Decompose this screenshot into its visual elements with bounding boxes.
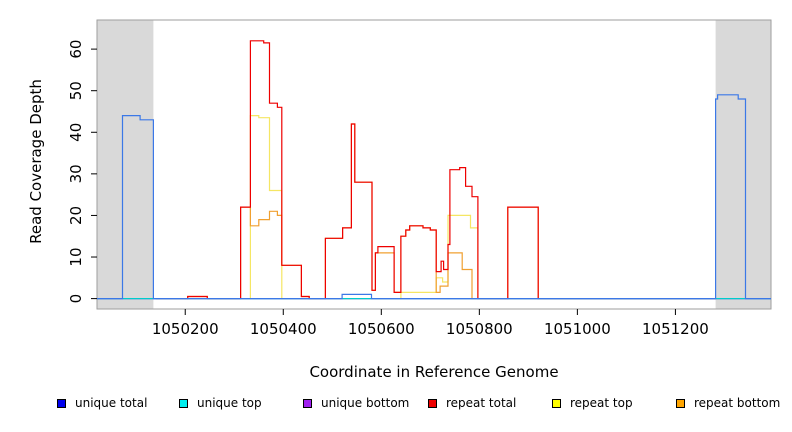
y-tick-label-2: 20 (67, 206, 85, 225)
y-tick-label-4: 40 (67, 123, 85, 142)
legend-swatch (57, 398, 66, 408)
x-tick-label-5: 1051200 (642, 320, 709, 338)
legend-label: unique total (75, 396, 148, 410)
y-tick-label-5: 50 (67, 81, 85, 100)
legend-item-repeat-bottom: repeat bottom (676, 396, 780, 410)
series-line-repeat-total (155, 40, 716, 300)
shaded-region-1 (715, 20, 771, 309)
shaded-region-0 (97, 20, 154, 309)
y-axis-title: Read Coverage Depth (27, 79, 45, 244)
legend-swatch (303, 398, 312, 408)
legend-item-repeat-total: repeat total (428, 396, 516, 410)
x-tick-label-1: 1050400 (250, 320, 317, 338)
x-tick-label-2: 1050600 (348, 320, 415, 338)
x-tick-label-0: 1050200 (152, 320, 219, 338)
y-tick-label-6: 60 (67, 40, 85, 59)
legend-label: unique bottom (321, 396, 410, 410)
y-tick-label-3: 30 (67, 164, 85, 183)
legend-item-unique-bottom: unique bottom (303, 396, 409, 410)
legend-item-unique-total: unique total (57, 396, 147, 410)
shaded-regions (97, 20, 771, 309)
legend-swatch (552, 398, 561, 408)
series-line-unique-total (97, 94, 771, 300)
series-line-repeat-top (155, 115, 716, 300)
legend-swatch (676, 398, 685, 408)
legend-item-repeat-top: repeat top (552, 396, 633, 410)
x-axis-title: Coordinate in Reference Genome (309, 363, 558, 381)
legend-label: unique top (197, 396, 262, 410)
legend-item-unique-top: unique top (179, 396, 262, 410)
y-tick-label-1: 10 (67, 247, 85, 266)
y-tick-label-0: 0 (67, 294, 85, 304)
legend-swatch (179, 398, 188, 408)
x-tick-label-3: 1050800 (446, 320, 513, 338)
legend: unique total unique top unique bottom repea… (0, 396, 792, 420)
series-line-repeat-bottom (155, 123, 716, 300)
series-lines (97, 40, 771, 300)
plot-frame (96, 19, 772, 310)
legend-label: repeat bottom (694, 396, 781, 410)
x-tick-label-4: 1051000 (544, 320, 611, 338)
legend-label: repeat top (570, 396, 633, 410)
legend-label: repeat total (446, 396, 517, 410)
legend-swatch (428, 398, 437, 408)
axes: 1050200 1050400 1050600 1050800 1051000 10512… (67, 40, 709, 338)
